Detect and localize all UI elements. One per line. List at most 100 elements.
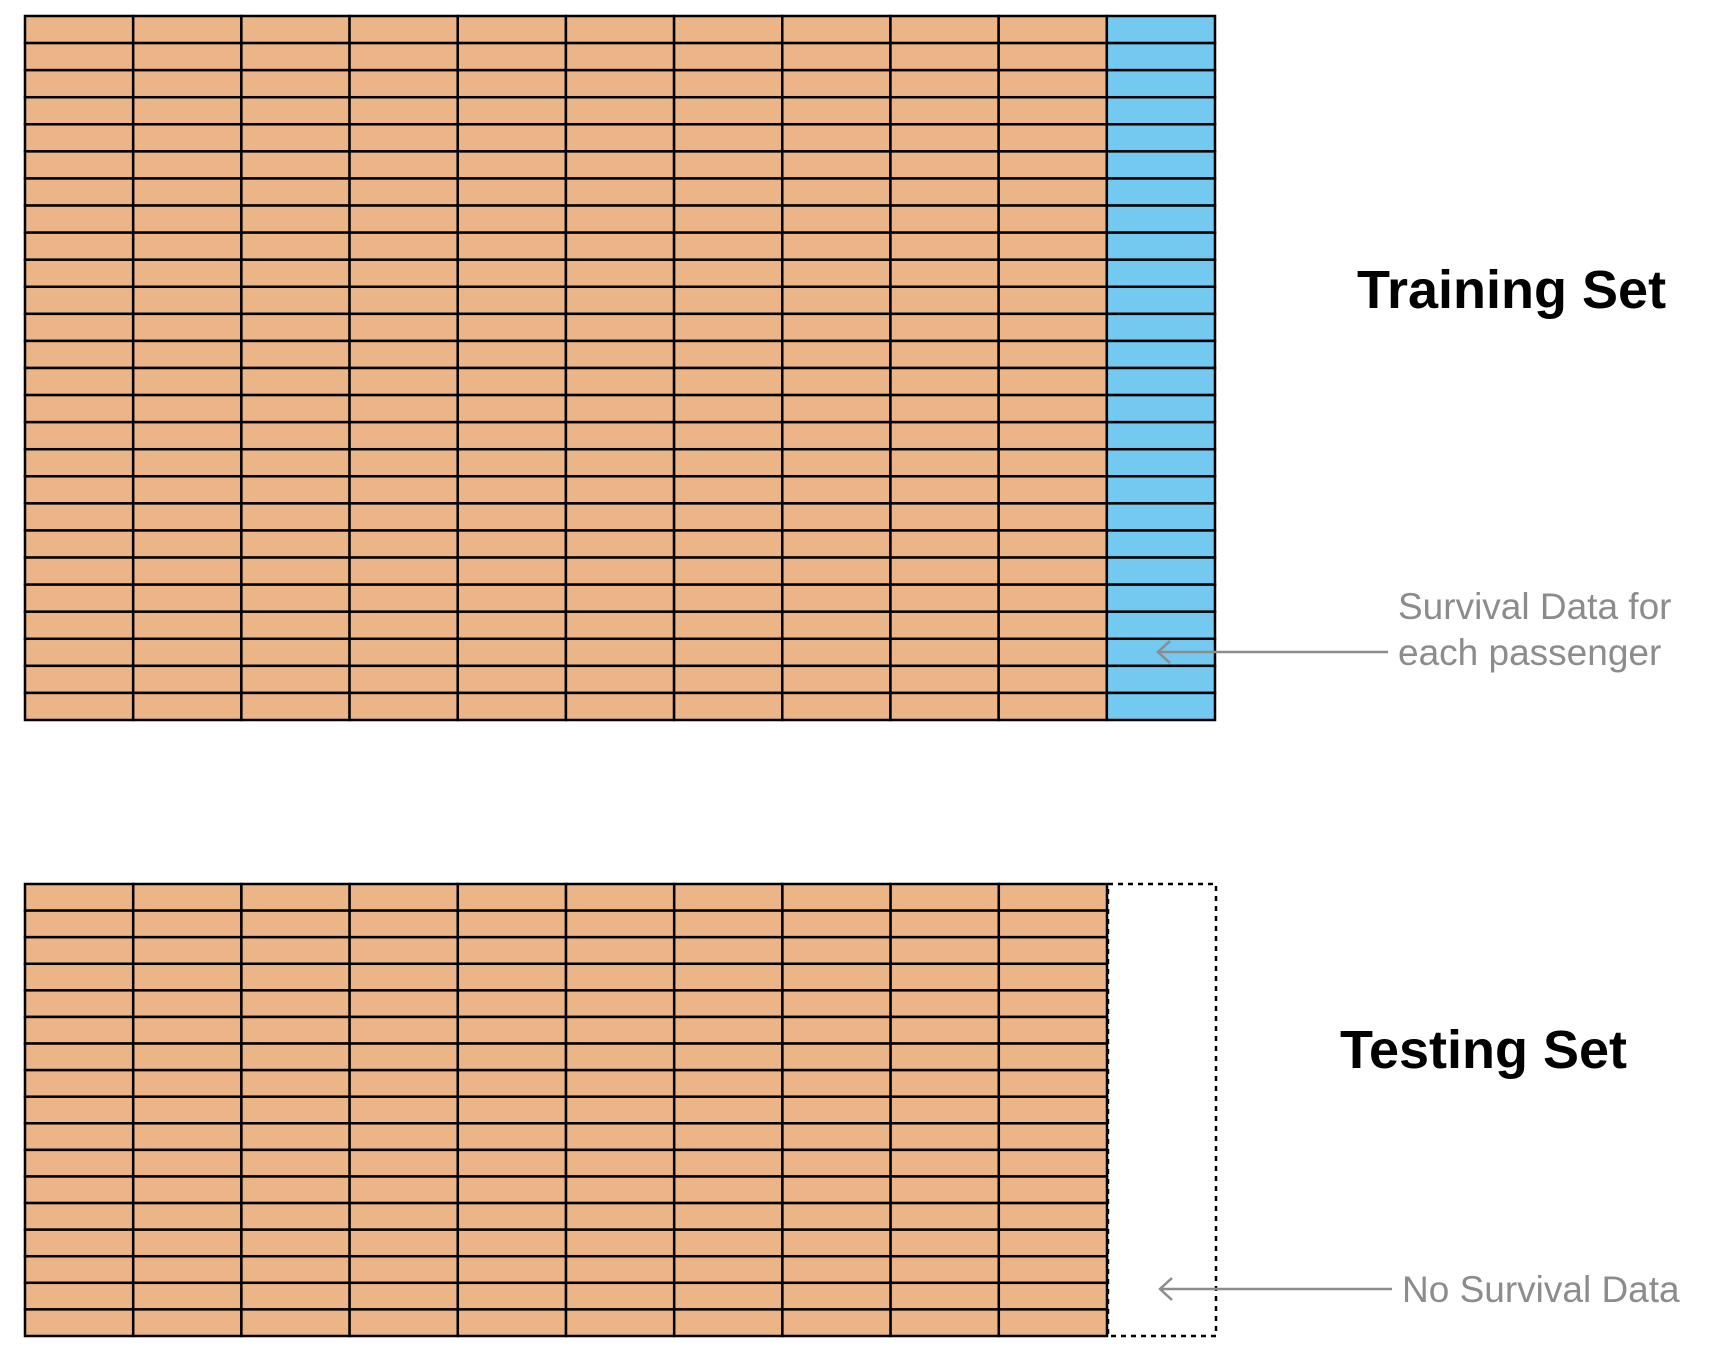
survival-data-label-line-1: Survival Data for xyxy=(1398,586,1672,627)
feature-cell xyxy=(240,393,351,424)
feature-cell xyxy=(781,935,892,966)
feature-cell xyxy=(23,1095,135,1125)
feature-cell xyxy=(672,231,784,261)
feature-cell xyxy=(889,204,1000,234)
feature-cell xyxy=(348,339,459,370)
feature-cell xyxy=(781,231,892,261)
feature-cell xyxy=(348,95,459,126)
feature-cell xyxy=(240,447,351,478)
survival-data-label-line-2: each passenger xyxy=(1398,632,1661,673)
feature-cell xyxy=(672,1068,784,1098)
feature-cell xyxy=(456,177,568,207)
feature-cell xyxy=(672,285,784,316)
feature-cell xyxy=(23,312,135,343)
feature-cell xyxy=(672,447,784,478)
survival-cell xyxy=(1105,41,1217,72)
feature-cell xyxy=(240,637,351,668)
survival-cell xyxy=(1105,556,1217,586)
feature-cell xyxy=(131,14,243,45)
feature-cell xyxy=(672,475,784,505)
feature-cell xyxy=(23,1068,135,1098)
feature-cell xyxy=(23,691,135,722)
feature-cell xyxy=(997,475,1109,505)
survival-cell xyxy=(1105,366,1217,397)
feature-cell xyxy=(672,583,784,613)
feature-cell xyxy=(889,935,1001,966)
feature-cell xyxy=(131,312,243,343)
feature-cell xyxy=(240,882,351,912)
feature-cell xyxy=(456,1095,568,1125)
feature-cell xyxy=(997,989,1109,1019)
feature-cell xyxy=(781,909,892,939)
feature-cell xyxy=(348,664,459,695)
feature-cell xyxy=(564,68,676,99)
feature-cell xyxy=(781,529,892,559)
feature-cell xyxy=(240,935,351,966)
feature-cell xyxy=(889,1095,1001,1125)
feature-cell xyxy=(240,556,351,586)
feature-cell xyxy=(23,1042,135,1072)
feature-cell xyxy=(672,1148,784,1178)
feature-cell xyxy=(781,1148,892,1178)
feature-cell xyxy=(131,447,243,478)
feature-cell xyxy=(672,989,784,1019)
feature-cell xyxy=(889,610,1000,641)
feature-cell xyxy=(131,502,243,532)
feature-cell xyxy=(564,177,676,207)
feature-cell xyxy=(240,664,351,695)
feature-cell xyxy=(889,556,1000,586)
feature-cell xyxy=(889,1042,1001,1072)
feature-cell xyxy=(889,1015,1001,1045)
feature-cell xyxy=(672,935,784,966)
feature-cell xyxy=(23,1148,135,1178)
feature-cell xyxy=(781,1175,892,1205)
feature-cell xyxy=(23,529,135,559)
feature-cell xyxy=(131,258,243,289)
feature-cell xyxy=(131,1095,243,1125)
feature-cell xyxy=(240,1254,351,1285)
feature-cell xyxy=(564,150,676,180)
feature-cell xyxy=(131,393,243,424)
feature-cell xyxy=(348,556,459,586)
feature-cell xyxy=(564,1201,676,1231)
feature-cell xyxy=(781,285,892,316)
feature-cell xyxy=(131,339,243,370)
feature-cell xyxy=(240,1095,351,1125)
feature-cell xyxy=(240,909,351,939)
feature-cell xyxy=(456,447,568,478)
feature-cell xyxy=(131,637,243,668)
feature-cell xyxy=(240,177,351,207)
feature-cell xyxy=(23,989,135,1019)
feature-cell xyxy=(781,366,892,397)
feature-cell xyxy=(240,1015,351,1045)
feature-cell xyxy=(781,1015,892,1045)
feature-cell xyxy=(564,420,676,451)
feature-cell xyxy=(456,1228,568,1258)
feature-cell xyxy=(348,447,459,478)
feature-cell xyxy=(997,420,1109,451)
feature-cell xyxy=(348,1148,460,1178)
arrow-left-icon xyxy=(1156,640,1388,664)
feature-cell xyxy=(456,150,568,180)
feature-cell xyxy=(564,14,676,45)
feature-cell xyxy=(131,556,243,586)
feature-cell xyxy=(672,366,784,397)
feature-cell xyxy=(23,1175,135,1205)
feature-cell xyxy=(348,882,460,912)
feature-cell xyxy=(131,935,243,966)
feature-cell xyxy=(781,1095,892,1125)
feature-cell xyxy=(23,420,135,451)
feature-cell xyxy=(240,41,351,72)
feature-cell xyxy=(131,882,243,912)
feature-cell xyxy=(997,1042,1109,1072)
feature-cell xyxy=(456,339,568,370)
feature-cell xyxy=(240,1042,351,1072)
feature-cell xyxy=(564,1042,676,1072)
feature-cell xyxy=(672,1015,784,1045)
survival-cell xyxy=(1105,95,1217,126)
feature-cell xyxy=(456,393,568,424)
feature-cell xyxy=(781,1254,892,1285)
survival-cell xyxy=(1105,691,1217,722)
feature-cell xyxy=(997,1281,1109,1311)
feature-cell xyxy=(781,312,892,343)
